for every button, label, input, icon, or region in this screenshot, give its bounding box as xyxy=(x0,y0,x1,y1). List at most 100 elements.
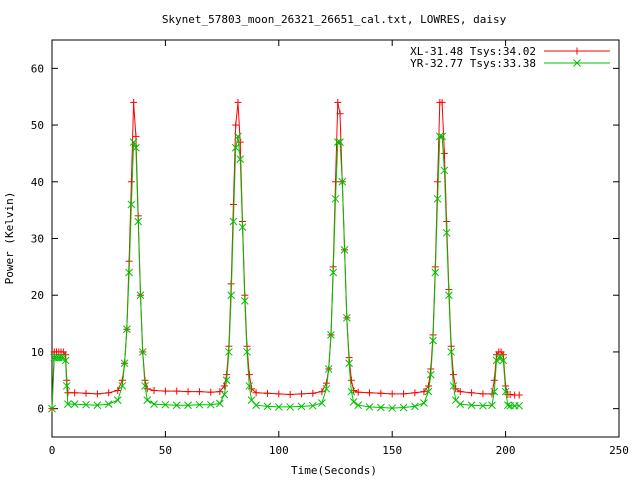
series-yr-point xyxy=(399,403,408,412)
series-yr-point xyxy=(449,382,458,390)
y-tick-label: 50 xyxy=(31,119,44,132)
series-yr-point xyxy=(150,400,158,408)
series-yr-point xyxy=(488,401,496,410)
series-yr-point xyxy=(231,143,240,152)
series-yr-point xyxy=(195,400,204,409)
series-yr-point xyxy=(411,402,419,411)
x-tick-label: 50 xyxy=(159,444,172,457)
series-yr-point xyxy=(238,223,247,232)
series-xl-point xyxy=(334,98,342,106)
y-tick-label: 40 xyxy=(31,176,44,189)
series-yr-point xyxy=(64,400,72,408)
series-yr-point xyxy=(354,401,363,410)
x-axis-label: Time(Seconds) xyxy=(291,464,377,477)
series-xl-point xyxy=(411,389,419,397)
series-xl-point xyxy=(434,178,442,186)
series-yr-point xyxy=(333,138,342,146)
series-yr-point xyxy=(225,348,233,356)
series-xl-point xyxy=(354,388,362,396)
series-xl-point xyxy=(440,149,448,157)
x-axis: 0 50 100 150 200 250 xyxy=(49,40,629,457)
series-yr-point xyxy=(318,399,326,407)
series-yr-point xyxy=(274,403,283,411)
series-xl-point xyxy=(127,178,135,186)
x-tick-label: 0 xyxy=(49,444,56,457)
series-xl-point xyxy=(456,388,464,396)
series-yr-point xyxy=(440,166,449,175)
series-yr-point xyxy=(172,401,181,410)
series-xl-point xyxy=(105,389,113,397)
y-tick-label: 10 xyxy=(31,346,44,359)
series-yr-point xyxy=(136,291,145,300)
series-yr-point xyxy=(234,132,242,141)
series-yr-point xyxy=(349,397,358,406)
series-yr-point xyxy=(297,402,306,411)
series-yr-point xyxy=(132,143,140,152)
legend-marker-xl xyxy=(573,47,581,55)
series-yr-point xyxy=(420,399,428,407)
series-xl-point xyxy=(275,390,283,398)
series-yr-line xyxy=(51,135,520,409)
series-yr-point xyxy=(70,400,79,408)
series-yr-point xyxy=(342,314,351,322)
series-xl-point xyxy=(347,376,355,384)
series-xl-point xyxy=(449,371,457,379)
series-yr-point xyxy=(456,400,465,408)
series-yr-point xyxy=(445,291,453,300)
series-xl-point xyxy=(184,388,192,396)
series-yr-point xyxy=(134,217,143,226)
y-tick-label: 0 xyxy=(37,403,44,416)
series-xl-point xyxy=(161,387,169,395)
x-tick-label: 200 xyxy=(496,444,516,457)
series-yr-point xyxy=(222,376,231,385)
series-yr-point xyxy=(243,348,251,356)
series-yr-point xyxy=(82,400,90,409)
series-xl-line xyxy=(51,101,520,409)
series-yr-point xyxy=(479,401,487,410)
series-xl-point xyxy=(420,388,428,396)
series-yr-point xyxy=(499,356,508,365)
series-xl-point xyxy=(388,390,396,398)
series-yr-point xyxy=(435,132,444,141)
x-tick-label: 250 xyxy=(609,444,629,457)
series-xl-point xyxy=(82,389,90,397)
series-yr-point xyxy=(447,348,456,356)
series-yr-point xyxy=(442,228,451,237)
series-xl-point xyxy=(114,386,122,394)
series-yr-point xyxy=(331,194,340,203)
series-yr-point xyxy=(93,401,102,410)
series-yr-point xyxy=(340,245,349,254)
series-yr-point xyxy=(467,401,476,410)
series-yr-point xyxy=(113,396,122,404)
series-xl-point xyxy=(232,121,240,129)
y-tick-label: 20 xyxy=(31,289,44,302)
series-xl-point xyxy=(207,388,215,396)
series-yr xyxy=(48,132,524,413)
series-yr-point xyxy=(504,401,512,410)
series-yr-point xyxy=(252,401,260,410)
series-yr-point xyxy=(141,382,149,390)
series-xl-point xyxy=(377,389,385,397)
series-yr-point xyxy=(324,365,333,373)
series-yr-point xyxy=(433,194,442,203)
series-yr-point xyxy=(104,400,113,408)
series-xl-point xyxy=(479,390,487,398)
chart-title: Skynet_57803_moon_26321_26651_cal.txt, L… xyxy=(162,13,507,26)
series-xl-point xyxy=(195,388,203,396)
series-xl-point xyxy=(150,386,158,394)
series-yr-point xyxy=(501,387,510,396)
series-xl-point xyxy=(332,178,339,186)
legend-label-yr: YR-32.77 Tsys:33.38 xyxy=(410,57,536,70)
series-yr-point xyxy=(438,132,446,141)
series-xl-point xyxy=(490,376,498,384)
series-yr-point xyxy=(490,387,499,396)
series-xl-point xyxy=(234,98,242,106)
series-yr-point xyxy=(229,217,238,226)
x-tick-label: 100 xyxy=(269,444,289,457)
series-xl-point xyxy=(468,389,476,397)
series-yr-point xyxy=(57,353,65,362)
series-yr-point xyxy=(365,403,374,411)
series-xl-point xyxy=(130,98,138,106)
series-yr-point xyxy=(263,402,272,411)
series-yr-point xyxy=(120,359,129,368)
